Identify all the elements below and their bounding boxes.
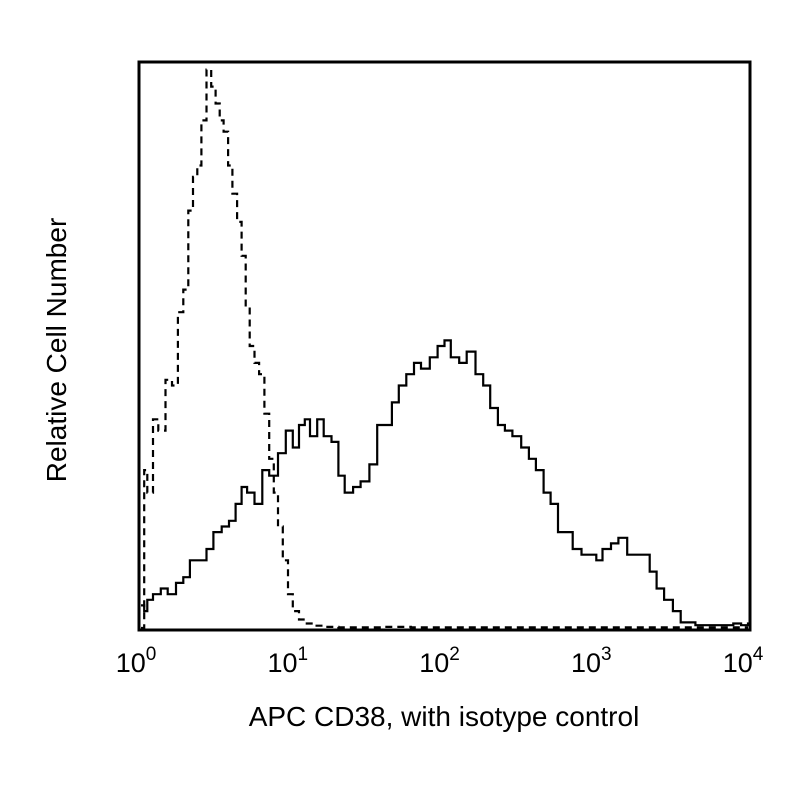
x-tick-label: 104 xyxy=(723,644,764,678)
cd38-histogram xyxy=(141,339,750,627)
x-tick-label: 102 xyxy=(419,644,460,678)
x-tick-label: 100 xyxy=(116,644,157,678)
x-axis-label: APC CD38, with isotype control xyxy=(249,701,640,732)
series-layer xyxy=(141,68,750,630)
x-tick-label: 103 xyxy=(571,644,612,678)
x-tick-label: 101 xyxy=(267,644,308,678)
x-tick-labels: 100 101 102 103 104 xyxy=(116,644,764,678)
y-axis-label: Relative Cell Number xyxy=(41,218,72,483)
isotype-control-histogram xyxy=(141,68,748,630)
